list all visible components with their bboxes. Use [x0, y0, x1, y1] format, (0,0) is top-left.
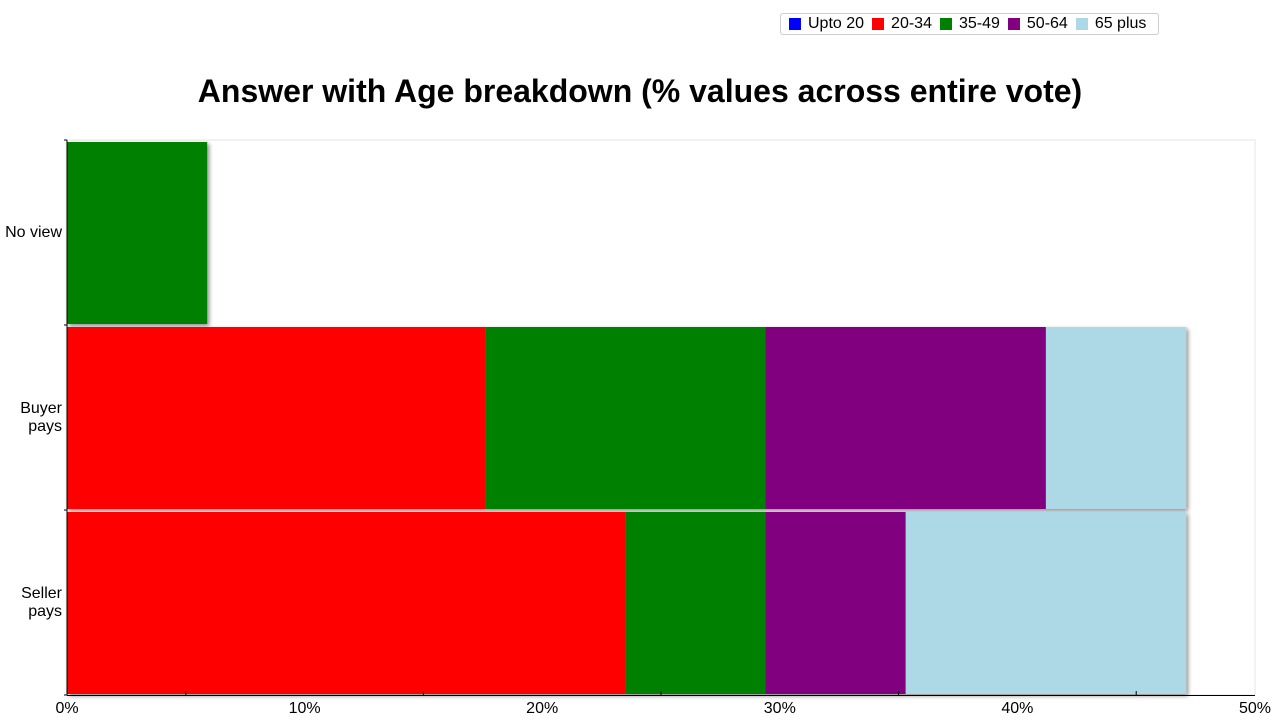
legend-label: 65 plus [1094, 15, 1147, 32]
y-category-label-line: pays [28, 417, 62, 435]
legend-item[interactable]: 35-49 [939, 14, 1000, 34]
y-category-label-line: Seller [21, 584, 62, 602]
y-category-label-line: Buyer [20, 399, 62, 417]
bar-segment [765, 327, 1046, 509]
y-category-label: Buyer pays [20, 400, 62, 436]
legend-item[interactable]: 65 plus [1075, 14, 1147, 34]
x-tick-label: 50% [1239, 700, 1271, 717]
legend-label: 20-34 [891, 15, 932, 32]
legend-item[interactable]: Upto 20 [789, 14, 864, 34]
bar-segment [485, 327, 766, 509]
legend-swatch [1075, 18, 1088, 30]
bar-segment [1045, 327, 1187, 509]
bar-segment [67, 142, 208, 324]
legend-label: Upto 20 [808, 15, 865, 32]
legend-label: 35-49 [958, 15, 1000, 32]
x-tick-label: 40% [1001, 700, 1033, 717]
legend-swatch [939, 18, 952, 30]
legend-swatch [1007, 18, 1020, 30]
bar-segment [905, 512, 1187, 694]
y-category-label: No view [5, 224, 62, 242]
bar-group [67, 327, 1187, 509]
legend-swatch [789, 18, 801, 30]
legend-item[interactable]: 20-34 [872, 14, 932, 34]
legend-item[interactable]: 50-64 [1007, 14, 1068, 34]
legend-swatch [872, 18, 885, 30]
x-tick-label: 20% [526, 700, 558, 717]
legend-label: 50-64 [1026, 15, 1068, 32]
bar-segment [67, 512, 626, 694]
x-tick-label: 30% [764, 700, 796, 717]
chart-title: Answer with Age breakdown (% values acro… [197, 73, 1083, 109]
bar-group [67, 512, 1187, 694]
bar-group [67, 142, 208, 324]
bar-segment [625, 512, 766, 694]
bar-segment [67, 327, 486, 509]
y-category-label-line: pays [28, 602, 62, 620]
x-tick-label: 10% [289, 700, 321, 717]
y-category-label: Seller pays [21, 585, 62, 621]
chart-legend: Upto 20 20-34 35-49 50-64 65 plus [780, 13, 1159, 35]
bar-segment [765, 512, 906, 694]
y-category-label-line: No view [5, 223, 62, 241]
x-tick-label: 0% [55, 700, 78, 717]
